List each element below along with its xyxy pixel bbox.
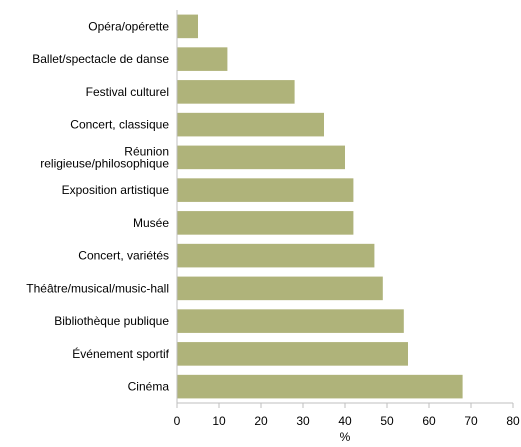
bar-5: [177, 145, 345, 170]
category-label-4: Concert, classique: [70, 118, 169, 132]
x-tick-label-50: 50: [380, 414, 394, 428]
x-tick-label-80: 80: [506, 414, 520, 428]
bar-1: [177, 14, 198, 39]
bar-2: [177, 47, 228, 71]
category-label-5: Réunion religieuse/philosophique: [40, 144, 169, 170]
category-label-6: Exposition artistique: [62, 183, 170, 197]
bar-10: [177, 309, 404, 333]
bars-group: [177, 14, 463, 399]
x-tick-marks: [176, 403, 514, 408]
x-tick-label-40: 40: [338, 414, 352, 428]
bar-12: [177, 374, 463, 399]
bar-3: [177, 80, 295, 104]
x-tick-label-10: 10: [212, 414, 226, 428]
bar-6: [177, 178, 354, 202]
x-tick-label-0: 0: [174, 414, 181, 428]
category-label-8: Concert, variétés: [78, 249, 169, 263]
category-label-10: Bibliothèque publique: [54, 314, 169, 328]
x-axis-title: %: [340, 430, 351, 444]
category-label-2: Ballet/spectacle de danse: [32, 52, 169, 66]
x-tick-label-70: 70: [464, 414, 478, 428]
category-labels: Opéra/opérette Ballet/spectacle de danse F…: [26, 19, 169, 393]
x-tick-label-30: 30: [296, 414, 310, 428]
x-tick-label-60: 60: [422, 414, 436, 428]
category-label-11: Événement sportif: [72, 346, 169, 361]
x-tick-label-20: 20: [254, 414, 268, 428]
x-tick-labels: 0 10 20 30 40 50 60 70 80: [174, 414, 520, 428]
bar-11: [177, 342, 408, 366]
category-label-12: Cinéma: [128, 380, 170, 394]
bar-8: [177, 243, 375, 268]
bar-7: [177, 211, 354, 235]
category-label-9: Théâtre/musical/music-hall: [26, 281, 169, 295]
category-label-1: Opéra/opérette: [88, 19, 169, 33]
category-label-7: Musée: [133, 216, 169, 230]
bar-9: [177, 276, 383, 301]
bar-4: [177, 112, 324, 137]
category-label-3: Festival culturel: [86, 85, 169, 99]
